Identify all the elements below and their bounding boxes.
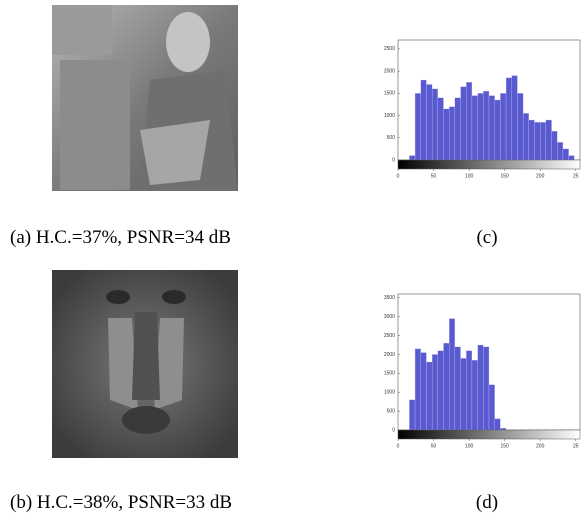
y-tick-label: 1000 xyxy=(384,113,395,119)
colorbar xyxy=(397,429,581,440)
bar xyxy=(443,342,450,431)
bar xyxy=(562,148,569,161)
x-tick-label: 150 xyxy=(500,173,509,179)
bar xyxy=(483,90,490,161)
bar xyxy=(449,318,456,431)
y-tick-label: 500 xyxy=(387,135,396,141)
bar xyxy=(454,346,461,431)
caption: (a) H.C.=37%, PSNR=34 dB xyxy=(10,227,231,248)
photo-barbara xyxy=(52,5,238,191)
bar xyxy=(460,358,467,431)
bar xyxy=(431,354,438,431)
y-tick-label: 1500 xyxy=(384,371,395,377)
y-tick-label: 2500 xyxy=(384,46,395,52)
bar xyxy=(494,418,501,431)
y-tick-label: 3000 xyxy=(384,314,395,320)
bar xyxy=(557,142,564,161)
y-tick-label: 500 xyxy=(387,408,396,414)
x-tick-label: 0 xyxy=(397,173,400,179)
bar xyxy=(477,93,484,161)
bar xyxy=(466,82,473,161)
caption: (d) xyxy=(476,492,498,513)
bar xyxy=(437,350,444,431)
bar xyxy=(449,106,456,161)
bar xyxy=(454,97,461,161)
x-tick-label: 50 xyxy=(431,173,437,179)
x-tick-label: 50 xyxy=(431,443,437,449)
bar xyxy=(545,119,552,161)
bar xyxy=(414,93,421,161)
bar xyxy=(534,122,541,161)
y-tick-label: 0 xyxy=(392,157,395,163)
bar xyxy=(568,155,575,161)
y-tick-label: 1000 xyxy=(384,390,395,396)
y-tick-label: 2000 xyxy=(384,352,395,358)
y-tick-label: 0 xyxy=(392,427,395,433)
bar xyxy=(477,344,484,431)
y-tick-label: 1500 xyxy=(384,91,395,97)
x-tick-label: 200 xyxy=(536,443,545,449)
bar xyxy=(522,113,529,161)
x-tick-label: 25 xyxy=(573,443,579,449)
x-tick-label: 100 xyxy=(465,443,474,449)
bar xyxy=(494,99,501,161)
caption: (b) H.C.=38%, PSNR=33 dB xyxy=(10,492,232,513)
photo-baboon xyxy=(52,270,238,458)
x-tick-label: 150 xyxy=(500,443,509,449)
bar xyxy=(488,95,495,161)
bar xyxy=(466,350,473,431)
bar xyxy=(431,88,438,161)
bar xyxy=(500,93,507,161)
bar xyxy=(471,95,478,161)
y-tick-label: 2000 xyxy=(384,68,395,74)
bar xyxy=(426,361,433,431)
x-tick-label: 200 xyxy=(536,173,545,179)
bar xyxy=(426,84,433,161)
colorbar xyxy=(397,159,581,170)
bar xyxy=(409,399,416,431)
bar xyxy=(500,427,507,431)
bar xyxy=(517,93,524,161)
y-tick-label: 3500 xyxy=(384,295,395,301)
caption: (c) xyxy=(476,227,497,248)
bar xyxy=(443,108,450,161)
bar xyxy=(528,119,535,161)
bar xyxy=(414,348,421,431)
bar xyxy=(409,155,416,161)
x-tick-label: 100 xyxy=(465,173,474,179)
bar xyxy=(437,97,444,161)
bar xyxy=(420,79,427,161)
x-tick-label: 25 xyxy=(573,173,579,179)
x-tick-label: 0 xyxy=(397,443,400,449)
bar xyxy=(505,77,512,161)
bar xyxy=(471,359,478,431)
bar xyxy=(488,384,495,431)
bar xyxy=(511,75,518,161)
bar xyxy=(483,346,490,431)
bar xyxy=(540,122,547,161)
y-tick-label: 2500 xyxy=(384,333,395,339)
bar xyxy=(551,130,558,161)
bar xyxy=(420,352,427,431)
bar xyxy=(460,86,467,161)
